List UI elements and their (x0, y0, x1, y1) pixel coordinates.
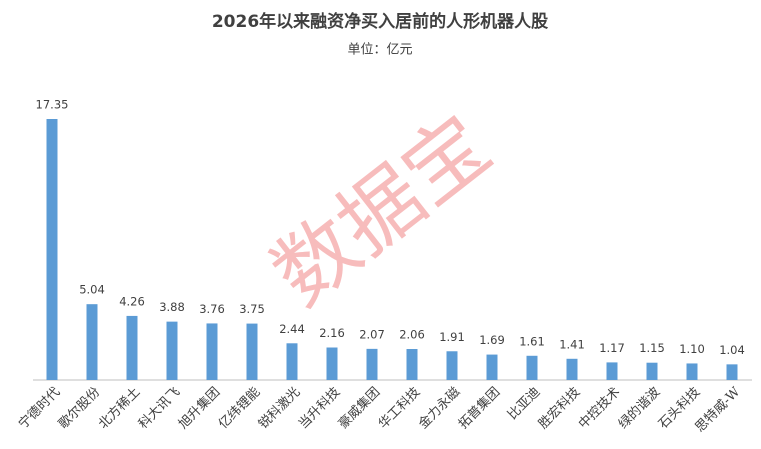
value-label: 1.69 (479, 333, 505, 347)
bar (126, 315, 138, 380)
value-label: 3.76 (199, 302, 225, 316)
bar (286, 343, 298, 380)
bar (246, 323, 258, 380)
bar (726, 364, 738, 380)
value-label: 3.88 (159, 300, 185, 314)
chart-title: 2026年以来融资净买入居前的人形机器人股 (212, 11, 548, 32)
value-label: 1.41 (559, 337, 585, 351)
bar (446, 351, 458, 380)
value-label: 1.04 (719, 343, 745, 357)
chart-subtitle: 单位：亿元 (347, 43, 412, 58)
value-label: 1.17 (599, 341, 625, 355)
value-label: 1.91 (439, 330, 465, 344)
value-label: 17.35 (36, 98, 69, 112)
value-label: 5.04 (79, 283, 105, 297)
value-label: 1.15 (639, 341, 665, 355)
bar (486, 354, 498, 380)
bar (366, 348, 378, 380)
bar (686, 363, 698, 380)
bar (406, 349, 418, 380)
bar (606, 362, 618, 380)
bar (526, 355, 538, 380)
value-label: 1.10 (679, 342, 705, 356)
bar (86, 304, 98, 380)
value-label: 3.75 (239, 302, 265, 316)
value-label: 4.26 (119, 294, 145, 308)
value-label: 2.16 (319, 326, 345, 340)
bar (326, 347, 338, 380)
bar (166, 321, 178, 380)
value-label: 2.44 (279, 322, 305, 336)
bar (566, 358, 578, 380)
bar (206, 323, 218, 380)
value-label: 2.07 (359, 327, 385, 341)
bar (46, 119, 58, 380)
value-label: 1.61 (519, 334, 545, 348)
bar (646, 362, 658, 380)
value-label: 2.06 (399, 328, 425, 342)
